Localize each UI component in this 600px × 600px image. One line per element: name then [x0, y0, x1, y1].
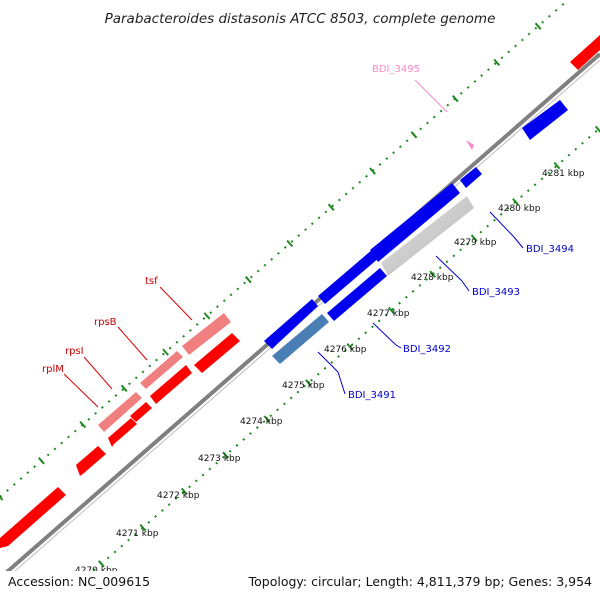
gene-label-BDI_3495[interactable]: BDI_3495 — [372, 64, 420, 75]
inner-major-ticks — [56, 125, 600, 600]
tick-label: 4274 kbp — [240, 417, 283, 427]
reverse-strand-genes — [264, 100, 568, 364]
major-tick-mark — [369, 167, 376, 175]
major-tick-mark — [203, 312, 211, 320]
major-tick-mark — [470, 234, 478, 242]
major-tick-mark — [451, 94, 459, 103]
gene-rpsI-arrow[interactable] — [130, 402, 152, 422]
gene-rplM-arrow[interactable] — [108, 418, 137, 447]
gene-BDI_3495-marker[interactable] — [466, 140, 474, 150]
gene-label-rplM[interactable]: rplM — [42, 364, 64, 375]
major-tick-mark — [98, 560, 105, 568]
major-tick-mark — [327, 203, 335, 211]
gene-label-rpsI[interactable]: rpsI — [65, 346, 84, 357]
gene-label-BDI_3492[interactable]: BDI_3492 — [403, 344, 451, 355]
major-tick-mark — [410, 131, 418, 139]
tick-label: 4271 kbp — [116, 529, 159, 539]
major-tick-mark — [534, 22, 542, 30]
major-tick-mark — [0, 495, 4, 501]
major-tick-mark — [346, 342, 354, 351]
gene-arrow[interactable] — [370, 183, 460, 262]
gene-tsf-arrow[interactable] — [194, 333, 240, 373]
tick-label: 4279 kbp — [454, 238, 497, 248]
gene-light[interactable] — [182, 313, 231, 355]
gene-arrow[interactable] — [570, 35, 600, 70]
gene-arrow[interactable] — [318, 249, 380, 304]
gene-arrow[interactable] — [522, 100, 568, 140]
tick-label: 4272 kbp — [157, 491, 200, 501]
outer-major-ticks — [0, 22, 542, 501]
major-tick-mark — [553, 161, 561, 170]
gene-light[interactable] — [98, 392, 142, 432]
major-tick-mark — [493, 58, 501, 67]
gene-rpsB-arrow[interactable] — [150, 365, 192, 404]
gene-light[interactable] — [140, 351, 183, 389]
tick-labels: 4270 kbp 4271 kbp 4272 kbp 4273 kbp 4274… — [75, 169, 585, 576]
major-tick-mark — [594, 125, 600, 133]
tick-label: 4278 kbp — [411, 273, 454, 283]
tick-label: 4276 kbp — [324, 345, 367, 355]
gene-label-BDI_3491[interactable]: BDI_3491 — [348, 390, 396, 401]
tick-label: 4277 kbp — [367, 309, 410, 319]
major-tick-mark — [512, 198, 519, 206]
forward-strand-genes — [0, 35, 600, 548]
major-tick-mark — [244, 276, 252, 284]
gene-label-rpsB[interactable]: rpsB — [94, 317, 117, 328]
gene-label-tsf[interactable]: tsf — [145, 276, 158, 287]
gene-label-BDI_3493[interactable]: BDI_3493 — [472, 287, 520, 298]
major-tick-mark — [79, 420, 87, 429]
major-tick-mark — [120, 384, 128, 393]
gene-BDI_3494-arrow[interactable] — [460, 167, 482, 188]
gene-label-BDI_3494[interactable]: BDI_3494 — [526, 244, 574, 255]
accession-text: Accession: NC_009615 — [8, 574, 150, 589]
major-tick-mark — [222, 451, 230, 459]
major-tick-mark — [139, 523, 147, 532]
gene-BDI_3491-arrow[interactable] — [272, 314, 329, 364]
tick-label: 4281 kbp — [542, 169, 585, 179]
major-tick-mark — [286, 239, 294, 248]
gene-arrow[interactable] — [264, 299, 318, 349]
label-leaders — [63, 79, 524, 408]
gene-labels: tsf rpsB rpsI rplM BDI_3491 BDI_3492 BDI… — [42, 64, 574, 401]
tick-label: 4273 kbp — [198, 454, 241, 464]
footer-background — [0, 571, 600, 600]
major-tick-mark — [180, 487, 188, 496]
gene-BDI_3493-pseudo[interactable] — [381, 196, 474, 276]
tick-label: 4275 kbp — [282, 381, 325, 391]
gene-arrow[interactable] — [76, 446, 106, 476]
major-tick-mark — [305, 379, 312, 387]
gene-arrow[interactable] — [0, 487, 66, 548]
major-tick-mark — [263, 415, 271, 423]
tick-label: 4280 kbp — [498, 204, 541, 214]
gene-BDI_3492-arrow[interactable] — [327, 268, 387, 321]
outer-dotted-track — [0, 0, 570, 498]
major-tick-mark — [387, 306, 395, 315]
major-tick-mark — [429, 270, 437, 278]
major-tick-mark — [38, 457, 45, 465]
genome-summary-text: Topology: circular; Length: 4,811,379 bp… — [248, 574, 592, 589]
major-tick-mark — [162, 348, 169, 356]
map-title: Parabacteroides distasonis ATCC 8503, co… — [105, 11, 496, 27]
